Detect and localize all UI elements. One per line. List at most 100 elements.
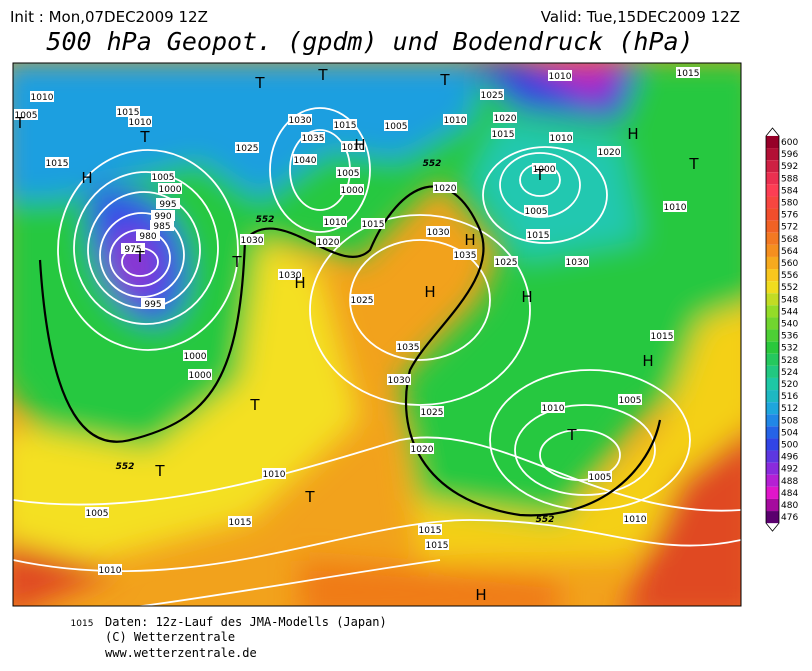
label-box xyxy=(14,109,38,120)
isobar-label: 1025 xyxy=(236,144,259,154)
colorbar-tick-label: 540 xyxy=(781,320,798,330)
pressure-center: H xyxy=(354,136,365,154)
colorbar-tick-label: 564 xyxy=(781,247,798,257)
isobar-label: 1025 xyxy=(481,91,504,101)
label-box xyxy=(524,205,548,216)
isobar-label: 1010 xyxy=(263,470,286,480)
colorbar-swatch xyxy=(766,341,779,354)
colorbar-swatch xyxy=(766,462,779,475)
colorbar-swatch xyxy=(766,438,779,451)
label-box xyxy=(151,171,175,182)
label-box xyxy=(361,218,385,229)
isobar-label: 1010 xyxy=(444,116,467,126)
colorbar-tick-label: 592 xyxy=(781,162,798,172)
label-box xyxy=(288,114,312,125)
colorbar-swatch xyxy=(766,184,779,197)
label-box xyxy=(136,230,160,241)
isobar-label: 1000 xyxy=(533,165,556,175)
colorbar-swatch xyxy=(766,196,779,209)
isobar-label: 1035 xyxy=(397,343,420,353)
pressure-center: T xyxy=(439,71,450,89)
colorbar-swatch xyxy=(766,450,779,463)
footer-line: Daten: 12z-Lauf des JMA-Modells (Japan) xyxy=(105,615,387,629)
colorbar-tick-label: 480 xyxy=(781,501,798,511)
label-box xyxy=(240,234,264,245)
colorbar-swatch xyxy=(766,256,779,270)
pressure-center: T xyxy=(134,248,145,266)
init-time: Init : Mon,07DEC2009 12Z xyxy=(10,8,208,26)
colorbar-tick-label: 524 xyxy=(781,368,798,378)
colorbar-swatch xyxy=(766,426,779,439)
colorbar-swatch xyxy=(766,220,779,233)
colorbar-swatch xyxy=(766,486,779,499)
colorbar-tick-label: 532 xyxy=(781,344,798,354)
colorbar-tick-label: 488 xyxy=(781,477,798,487)
isobar-label: 1010 xyxy=(664,203,687,213)
pressure-center: H xyxy=(424,283,435,301)
isobar-label: 1015 xyxy=(492,130,515,140)
contour-label: 552 xyxy=(423,159,442,169)
colorbar-tick-label: 600 xyxy=(781,138,798,148)
pressure-center: H xyxy=(627,125,638,143)
colorbar-tick-label: 580 xyxy=(781,199,798,209)
colorbar-tick-label: 520 xyxy=(781,380,798,390)
label-box xyxy=(278,269,302,280)
label-box xyxy=(70,617,94,628)
colorbar-tick-label: 576 xyxy=(781,211,798,221)
label-box xyxy=(650,330,674,341)
label-box xyxy=(443,114,467,125)
isobar-label: 995 xyxy=(144,300,161,310)
isobar-label: 1015 xyxy=(334,121,357,131)
colorbar-swatch xyxy=(766,208,779,221)
isobar-label: 985 xyxy=(153,222,170,232)
label-box xyxy=(340,184,364,195)
label-box xyxy=(384,120,408,131)
isobar-label: 1020 xyxy=(598,148,621,158)
isobar-label: 1015 xyxy=(426,541,449,551)
isobar-label: 1030 xyxy=(279,271,302,281)
colorbar-tick-label: 536 xyxy=(781,332,798,342)
colorbar-tick-label: 556 xyxy=(781,271,798,281)
label-box xyxy=(493,112,517,123)
isobar-label: 995 xyxy=(159,200,176,210)
colorbar-swatch xyxy=(766,281,779,294)
isobar-label: 1020 xyxy=(494,114,517,124)
label-box xyxy=(433,182,457,193)
contour-label: 552 xyxy=(256,215,275,225)
isobar-label: 1030 xyxy=(566,258,589,268)
label-box xyxy=(336,167,360,178)
isobar-label: 1000 xyxy=(159,185,182,195)
label-box xyxy=(128,116,152,127)
isobar-label: 1005 xyxy=(385,122,408,132)
footer-line: www.wetterzentrale.de xyxy=(105,646,257,660)
isobar-label: 1005 xyxy=(525,207,548,217)
isobar-label: 1020 xyxy=(434,184,457,194)
isobar-label: 1010 xyxy=(542,404,565,414)
colorbar-swatch xyxy=(766,269,779,282)
isobar-label: 1015 xyxy=(117,108,140,118)
colorbar-tick-label: 560 xyxy=(781,259,798,269)
colorbar-tick-label: 504 xyxy=(781,428,798,438)
label-box xyxy=(121,243,145,254)
label-box xyxy=(532,163,556,174)
label-box xyxy=(420,406,444,417)
label-box xyxy=(116,106,140,117)
colorbar-tick-label: 552 xyxy=(781,283,798,293)
colorbar-tick-label: 528 xyxy=(781,356,798,366)
label-box xyxy=(85,507,109,518)
label-box xyxy=(663,201,687,212)
isobar-label: 990 xyxy=(154,212,171,222)
pressure-center: T xyxy=(231,253,242,271)
pressure-center: H xyxy=(642,352,653,370)
contour-label: 552 xyxy=(116,462,135,472)
colorbar-tick-label: 544 xyxy=(781,307,798,317)
label-box xyxy=(565,256,589,267)
pressure-center: T xyxy=(566,426,577,444)
label-box xyxy=(425,539,449,550)
isobar-label: 1025 xyxy=(495,258,518,268)
isobar-label: 1025 xyxy=(421,408,444,418)
colorbar-tick-label: 596 xyxy=(781,150,798,160)
label-box xyxy=(141,298,165,309)
isobar-label: 975 xyxy=(124,245,141,255)
